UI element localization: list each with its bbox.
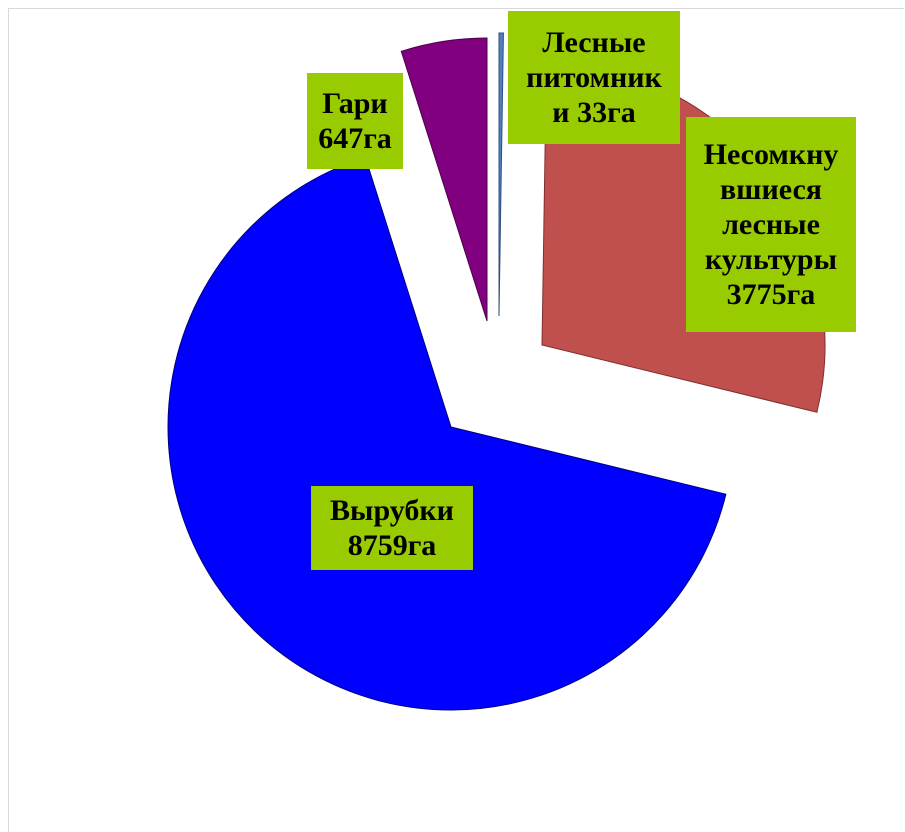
- label-nurseries: Лесные питомник и 33га: [508, 11, 680, 144]
- label-burns: Гари 647га: [307, 73, 403, 169]
- chart-frame: [8, 8, 904, 832]
- label-plantations: Несомкну вшиеся лесные культуры 3775га: [686, 117, 856, 332]
- label-cuts: Вырубки 8759га: [311, 486, 473, 570]
- slice-cuts: [167, 156, 727, 711]
- slice-nurseries: [498, 32, 504, 317]
- slice-burns: [400, 37, 488, 322]
